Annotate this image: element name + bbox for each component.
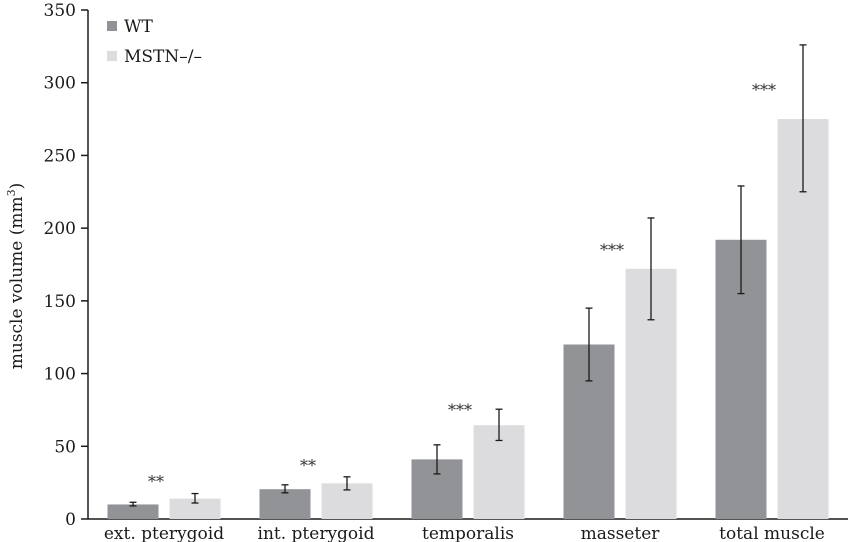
bar-wt-0: [107, 504, 159, 519]
y-tick-label-350: 350: [44, 1, 76, 21]
legend-label-0: WT: [124, 17, 153, 37]
legend-label-1: MSTN–/–: [124, 47, 202, 67]
y-tick-label-200: 200: [44, 219, 76, 239]
bars: ext. pterygoid int. pterygoid temporalis ma…: [104, 119, 829, 542]
y-tick-label-150: 150: [44, 292, 76, 312]
error-bars: [129, 44, 807, 507]
bar-mstn-0: [169, 498, 221, 519]
legend-swatch-0: [107, 21, 117, 31]
x-tick-label-1: int. pterygoid: [258, 524, 375, 542]
x-tick-label-3: masseter: [581, 524, 661, 542]
significance-label-1: **: [300, 456, 316, 475]
y-axis-title: muscle volume (mm3): [5, 183, 27, 370]
y-tick-label-250: 250: [44, 146, 76, 166]
y-axis-title-main: muscle volume (mm: [7, 196, 27, 369]
x-tick-label-0: ext. pterygoid: [104, 524, 224, 542]
x-tick-label-4: total muscle: [719, 524, 825, 542]
y-tick-label-100: 100: [44, 365, 76, 385]
y-tick-label-300: 300: [44, 74, 76, 94]
bar-wt-1: [259, 489, 311, 519]
significance-label-0: **: [148, 472, 164, 491]
y-tick-label-0: 0: [65, 510, 76, 530]
y-tick-label-50: 50: [54, 437, 76, 457]
legend-swatch-1: [107, 51, 117, 61]
legend: WT MSTN–/–: [107, 17, 202, 67]
y-axis-title-suffix: ): [7, 183, 27, 190]
significance-label-3: ***: [600, 241, 624, 260]
significance-markers: *************: [148, 81, 776, 491]
x-tick-label-2: temporalis: [422, 524, 514, 542]
significance-label-4: ***: [752, 81, 776, 100]
y-axis-title-superscript: 3: [5, 189, 18, 196]
significance-label-2: ***: [448, 401, 472, 420]
